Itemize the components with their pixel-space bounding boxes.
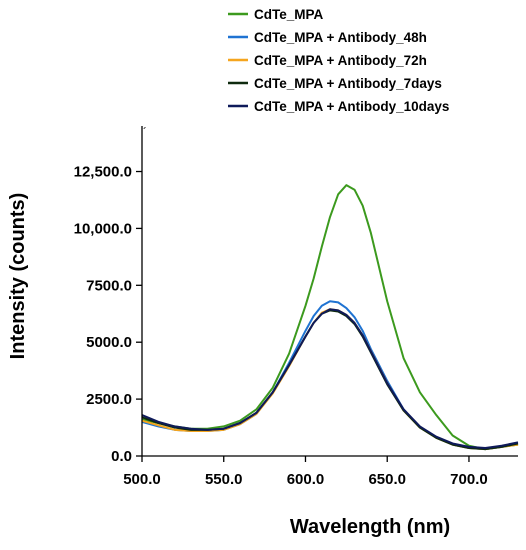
legend-label: CdTe_MPA + Antibody_7days — [254, 76, 442, 91]
y-tick-label: 12,500.0 — [74, 164, 132, 181]
stray-mark: ´ — [143, 125, 147, 139]
x-tick-label: 500.0 — [123, 471, 161, 488]
y-tick-label: 0.0 — [111, 448, 132, 465]
x-tick-label: 600.0 — [287, 471, 325, 488]
legend-label: CdTe_MPA — [254, 7, 324, 22]
x-tick-label: 550.0 — [205, 471, 243, 488]
x-tick-label: 700.0 — [450, 471, 488, 488]
legend-label: CdTe_MPA + Antibody_72h — [254, 53, 427, 68]
y-axis-title: Intensity (counts) — [7, 193, 29, 360]
y-tick-label: 2500.0 — [86, 391, 132, 408]
series-layer — [141, 184, 519, 451]
y-tick-label: 10,000.0 — [74, 220, 132, 237]
x-tick-label: 650.0 — [368, 471, 406, 488]
legend-label: CdTe_MPA + Antibody_48h — [254, 30, 427, 45]
series-line-2 — [141, 300, 519, 451]
series-line-5 — [141, 308, 519, 450]
y-tick-label: 7500.0 — [86, 277, 132, 294]
y-tick-label: 5000.0 — [86, 334, 132, 351]
series-line-1 — [141, 184, 519, 451]
legend-label: CdTe_MPA + Antibody_10days — [254, 99, 449, 114]
legend: CdTe_MPA CdTe_MPA + Antibody_48h CdTe_MPA … — [228, 7, 449, 114]
x-axis-title: Wavelength (nm) — [290, 516, 450, 538]
axes: 0.0 2500.0 5000.0 7500.0 10,000.0 12,500.0 500… — [74, 126, 518, 488]
